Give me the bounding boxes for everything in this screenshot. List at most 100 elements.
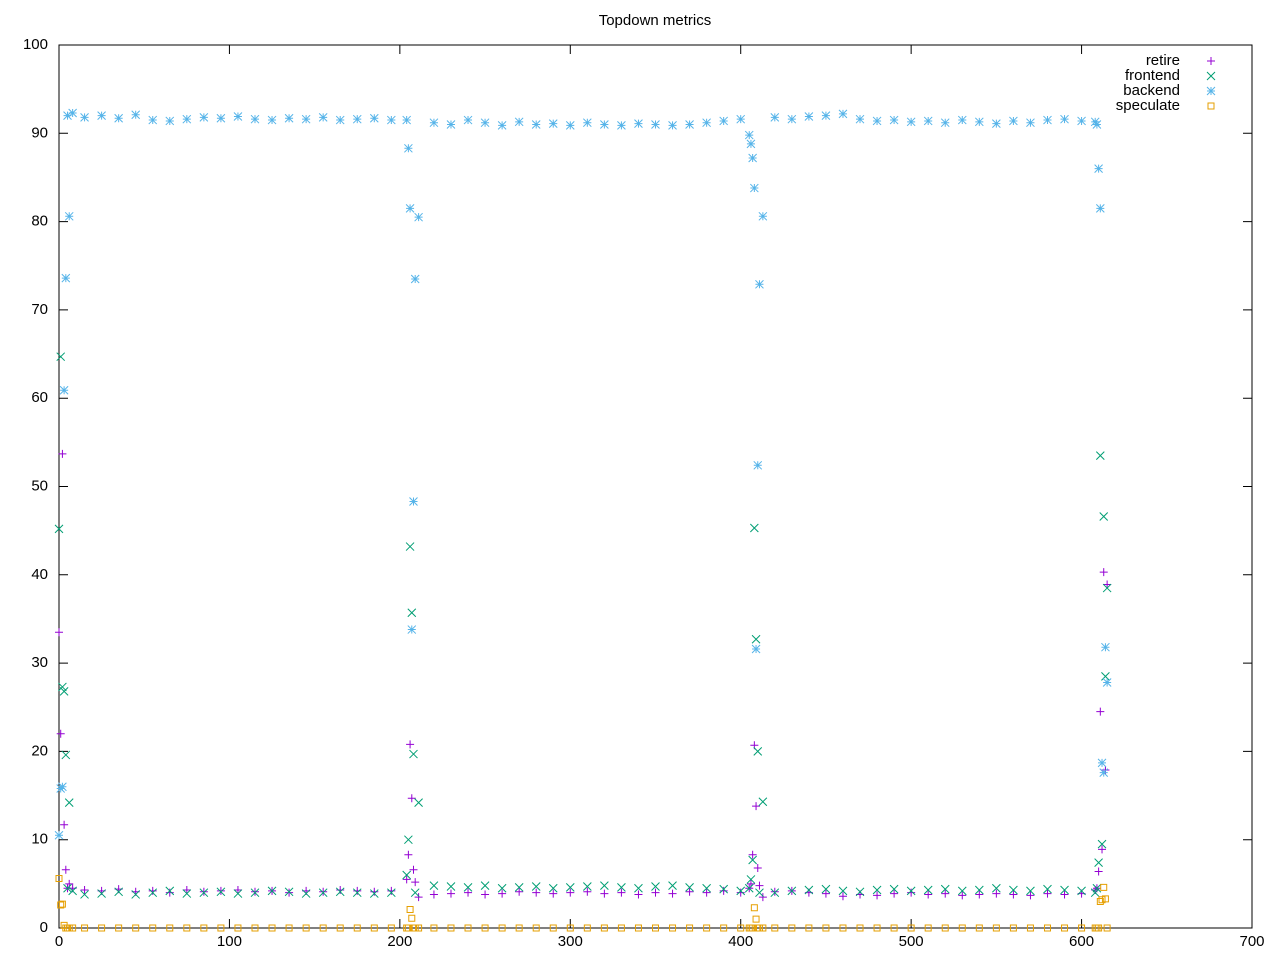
point [216,113,226,123]
point [651,888,660,897]
point [1099,568,1108,577]
point [719,884,729,894]
point [634,890,643,899]
x-tick-label: 700 [1239,933,1264,950]
point [686,924,694,932]
point [407,625,417,634]
point [923,116,933,126]
point [60,921,68,929]
point [992,119,1001,128]
legend-marker [1207,102,1215,110]
point [182,114,192,124]
point [805,924,813,932]
point [821,889,830,898]
point [411,878,420,887]
point [301,114,311,124]
point [992,883,1001,893]
y-tick-label: 50 [31,477,48,494]
point [1043,889,1052,898]
point [514,883,524,892]
point [957,886,967,896]
point [582,118,592,128]
point [54,830,64,840]
point [414,893,423,902]
x-tick-label: 300 [558,933,583,950]
x-tick-label: 500 [899,933,924,950]
point [755,881,764,890]
point [402,875,411,884]
point [752,802,761,811]
point [746,139,756,149]
point [498,889,507,898]
point [872,885,882,895]
point [600,924,608,932]
point [1103,580,1112,589]
point [1009,116,1018,126]
point [1094,867,1103,876]
point [1099,512,1109,521]
point [744,130,754,140]
point [617,883,626,892]
point [1100,883,1108,891]
point [1090,117,1100,127]
point [548,119,558,128]
point [755,888,764,898]
point [583,924,591,932]
point [481,890,490,899]
point [250,887,259,896]
point [958,891,967,900]
point [267,886,277,896]
point [302,924,310,932]
point [408,914,416,922]
point [407,794,416,803]
point [582,882,592,891]
point [702,118,711,128]
point [957,115,967,125]
point [497,120,507,130]
point [750,904,758,912]
point [583,887,592,896]
point [1101,895,1109,903]
point [63,883,72,893]
point [370,924,378,932]
point [753,460,763,470]
point [838,886,848,896]
point [940,884,950,894]
point [80,890,89,899]
point [685,120,694,129]
point [890,889,899,898]
point [1095,924,1103,932]
point [132,924,140,932]
point [353,924,361,932]
point [1092,120,1102,129]
point [166,924,174,932]
point [80,113,89,122]
point [250,888,260,898]
point [1077,116,1086,126]
point [1060,890,1069,899]
point [217,924,225,932]
point [651,882,660,891]
point [1097,758,1107,768]
point [318,113,328,122]
point [1101,642,1110,652]
y-tick-label: 30 [31,654,48,671]
y-tick-label: 10 [31,831,48,848]
point [771,924,779,932]
point [409,497,418,506]
point [114,887,124,897]
point [56,729,65,738]
point [387,924,395,932]
point [758,893,767,902]
point [1009,924,1017,932]
point [464,924,472,932]
point [822,924,830,932]
point [924,924,932,932]
point [131,110,141,120]
y-tick-label: 80 [31,213,48,230]
point [1026,118,1035,128]
point [992,924,1000,932]
y-tick-label: 0 [40,919,48,936]
y-tick-label: 90 [31,124,48,141]
point [1061,924,1069,932]
